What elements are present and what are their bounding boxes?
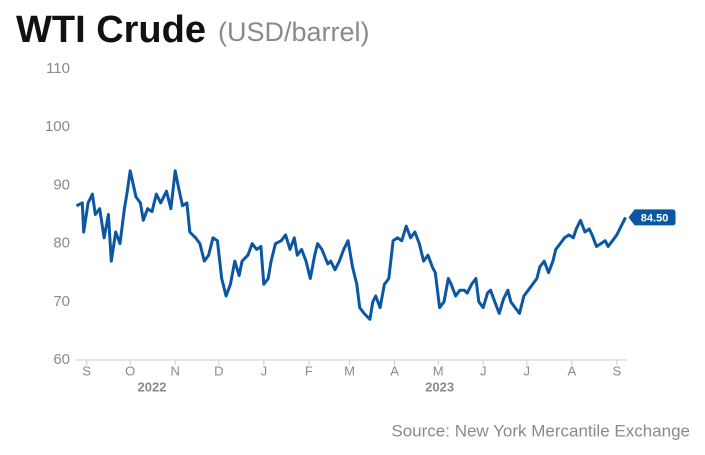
x-tick-label: O [125,363,135,378]
end-label: 84.50 [641,212,669,224]
x-tick-label: A [390,363,399,378]
x-tick-label: N [171,363,180,378]
chart-title: WTI Crude [16,9,206,51]
y-tick-label: 70 [53,293,70,310]
chart-subtitle: (USD/barrel) [218,17,370,47]
x-tick-label: J [480,363,487,378]
x-tick-label: S [612,363,621,378]
y-tick-label: 80 [53,235,70,252]
y-tick-label: 90 [53,176,70,193]
x-tick-label: S [82,363,91,378]
year-label: 2022 [138,379,167,394]
x-tick-label: A [567,363,576,378]
line [75,169,627,321]
y-tick-label: 60 [53,351,70,368]
x-tick-label: D [214,363,223,378]
y-tick-label: 110 [46,60,70,77]
y-tick-label: 100 [45,118,70,135]
end-label-box [628,209,676,226]
x-tick-label: M [344,363,355,378]
x-tick-label: J [261,363,268,378]
source: Source: New York Mercantile Exchange [391,421,690,440]
x-tick-label: F [305,363,313,378]
x-tick-label: M [433,363,444,378]
x-tick-label: J [524,363,531,378]
year-label: 2023 [425,379,454,394]
